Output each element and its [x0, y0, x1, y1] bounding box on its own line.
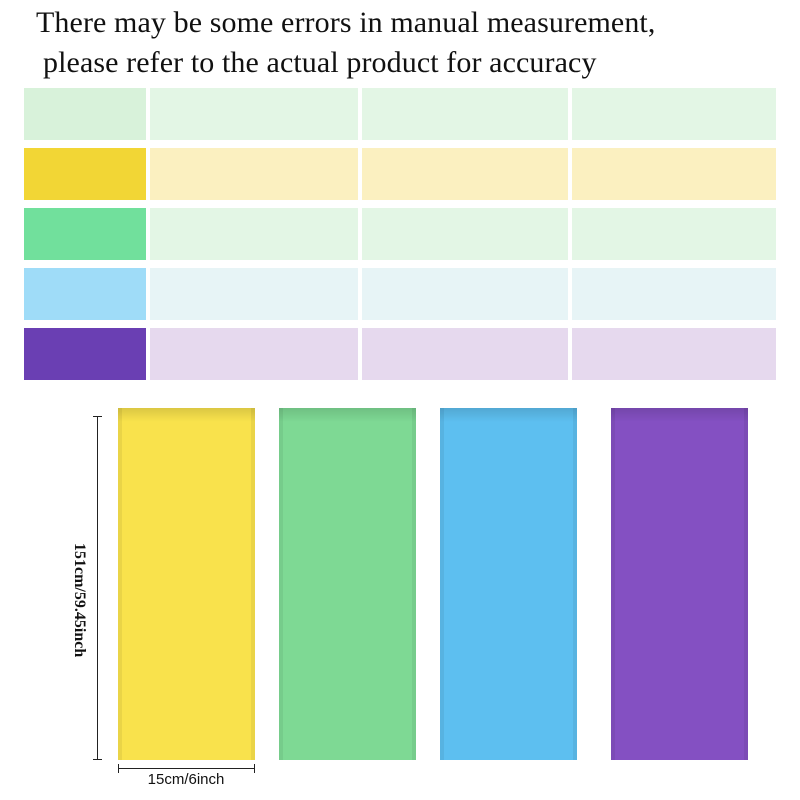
- size-color-table: [24, 86, 776, 386]
- green-resistance-band: [279, 408, 416, 760]
- table-swatch-cell: [24, 268, 146, 320]
- table-cell: [572, 148, 776, 200]
- length-measure-line: [97, 416, 98, 760]
- table-swatch-cell: [24, 208, 146, 260]
- table-cell: [150, 88, 358, 140]
- table-cell: [150, 208, 358, 260]
- table-cell: [150, 328, 358, 380]
- blue-resistance-band: [440, 408, 577, 760]
- width-measure-tick: [118, 764, 119, 773]
- table-swatch-cell: [24, 88, 146, 140]
- table-swatch-cell: [24, 148, 146, 200]
- length-dimension-label: 151cm/59.45inch: [71, 542, 88, 658]
- length-measure-tick: [93, 416, 102, 417]
- table-cell: [362, 208, 568, 260]
- length-measure-tick: [93, 759, 102, 760]
- table-row: [24, 86, 776, 142]
- table-row: [24, 146, 776, 202]
- table-cell: [572, 88, 776, 140]
- measurement-notice-line-1: There may be some errors in manual measu…: [36, 6, 656, 39]
- table-swatch-cell: [24, 328, 146, 380]
- width-measure-tick: [254, 764, 255, 773]
- table-cell: [150, 148, 358, 200]
- table-cell: [362, 88, 568, 140]
- table-row: [24, 206, 776, 262]
- table-cell: [572, 208, 776, 260]
- table-row: [24, 266, 776, 322]
- yellow-resistance-band: [118, 408, 255, 760]
- table-row: [24, 326, 776, 382]
- measurement-notice-line-2: please refer to the actual product for a…: [43, 46, 597, 79]
- width-dimension-label: 15cm/6inch: [147, 771, 225, 788]
- table-cell: [362, 148, 568, 200]
- table-cell: [362, 328, 568, 380]
- table-cell: [572, 268, 776, 320]
- table-cell: [362, 268, 568, 320]
- table-cell: [572, 328, 776, 380]
- purple-resistance-band: [611, 408, 748, 760]
- table-cell: [150, 268, 358, 320]
- width-measure-line: [118, 768, 254, 769]
